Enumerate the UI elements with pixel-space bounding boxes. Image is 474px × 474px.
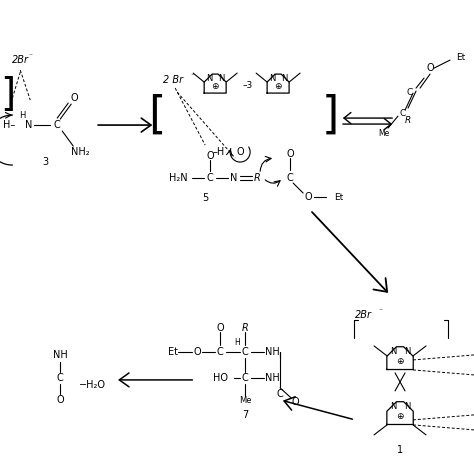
Text: ⁻: ⁻ [378,307,382,316]
Text: Me: Me [239,396,251,405]
Text: NH: NH [53,350,68,360]
Text: C: C [242,373,248,383]
Text: N: N [218,73,224,82]
Text: NH: NH [265,373,280,383]
Text: O: O [292,397,299,407]
Text: O: O [193,347,201,357]
Text: O: O [237,147,244,157]
Text: C: C [400,109,406,118]
Text: N: N [281,73,287,82]
Text: R: R [405,116,411,125]
Text: ⊕: ⊕ [274,82,282,91]
Text: HO: HO [213,373,228,383]
Text: ]: ] [0,76,16,114]
Text: O: O [206,151,214,161]
Text: O: O [426,63,434,73]
Text: C: C [217,347,224,357]
Text: ⁻: ⁻ [190,72,194,81]
Text: H₂N: H₂N [169,173,188,183]
Text: N: N [230,173,238,183]
Text: ]: ] [321,93,339,137]
Text: Et: Et [456,53,465,62]
Text: C: C [54,120,61,130]
Text: Me: Me [378,128,390,137]
Text: ⊕: ⊕ [211,82,219,91]
Text: NH₂: NH₂ [71,147,90,157]
Text: R: R [242,323,248,333]
Text: ⁻: ⁻ [28,52,32,61]
Text: C: C [287,173,293,183]
Text: C: C [242,347,248,357]
Text: NH: NH [265,347,280,357]
Text: O: O [304,192,312,202]
Text: –3: –3 [243,81,253,90]
Text: O: O [286,149,294,159]
Text: N: N [404,402,410,411]
Text: H: H [234,338,240,347]
Text: N: N [404,347,410,356]
Text: 3: 3 [42,157,48,167]
Text: H: H [19,110,26,119]
Text: O: O [216,323,224,333]
Text: Et: Et [334,192,343,201]
Text: N: N [390,347,396,356]
Text: O: O [71,93,78,103]
Text: N: N [206,73,212,82]
Text: C: C [407,88,413,97]
Text: [: [ [148,93,166,137]
Text: H–: H– [3,120,15,130]
Text: 2 Br: 2 Br [163,75,183,85]
Text: −H₂O: −H₂O [79,380,106,390]
Text: 7: 7 [242,410,248,420]
Text: N: N [269,73,275,82]
Text: C: C [57,373,64,383]
Text: 1: 1 [397,445,403,455]
Text: 2Br: 2Br [12,55,29,65]
Text: ⊕: ⊕ [396,411,404,420]
Text: C: C [277,389,283,399]
Text: R: R [254,173,261,183]
Text: 2Br: 2Br [355,310,372,320]
Text: ⊕: ⊕ [396,356,404,365]
Text: C: C [207,173,213,183]
Text: 5: 5 [202,193,208,203]
Text: N: N [25,120,32,130]
Text: Et: Et [168,347,178,357]
Text: N: N [390,402,396,411]
Text: –H: –H [213,147,225,157]
Text: O: O [56,395,64,405]
